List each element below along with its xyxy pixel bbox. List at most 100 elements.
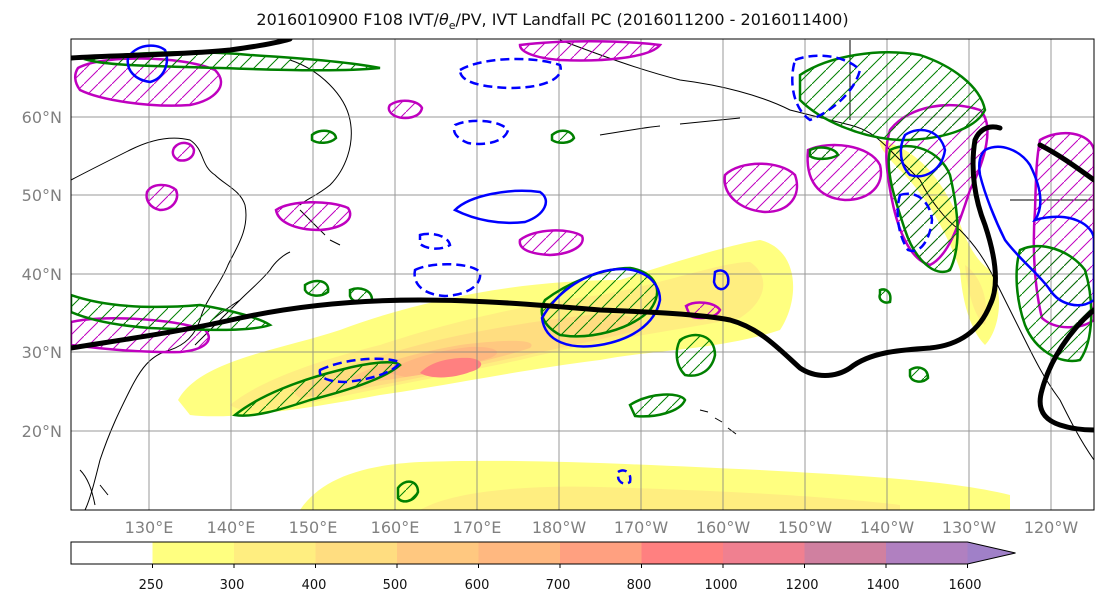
- green-contour-12: [310, 129, 338, 144]
- green-contour-5: [887, 144, 959, 273]
- ivt-band-south-300: [420, 486, 900, 510]
- colorbar-tick-250: 250: [139, 578, 164, 593]
- colorbar-swatch: [478, 542, 561, 564]
- green-contour-13: [303, 279, 330, 297]
- blue-contour-4: [977, 145, 1094, 307]
- lat-label-60n: 60°N: [22, 108, 62, 127]
- colorbar-swatch: [234, 542, 316, 564]
- colorbar-outline: [70, 541, 1016, 565]
- colorbar-tick-1600: 1600: [948, 578, 981, 593]
- colorbar-extend-arrow: [967, 542, 1016, 564]
- magenta-contour-8: [518, 40, 663, 62]
- colorbar-tick-700: 700: [546, 578, 571, 593]
- lon-label-150e: 150°E: [289, 518, 338, 537]
- colorbar-tick-300: 300: [220, 578, 245, 593]
- title-theta-sub: e: [448, 19, 456, 33]
- colorbar-tick-500: 500: [383, 578, 408, 593]
- colorbar-tick-1200: 1200: [785, 578, 818, 593]
- theta-e-contours: [71, 51, 1093, 503]
- lon-label-170e: 170°E: [453, 518, 502, 537]
- lon-label-170w: 170°W: [614, 518, 669, 537]
- blue-dashed-contour-5: [318, 357, 402, 384]
- blue-dashed-contour-3: [452, 119, 510, 146]
- magenta-contour-4: [171, 141, 196, 162]
- blue-contour-1: [540, 267, 662, 348]
- lon-label-160e: 160°E: [371, 518, 420, 537]
- colorbar: [70, 541, 1016, 568]
- magenta-contour-7: [518, 229, 584, 257]
- blue-dashed-contour-6: [791, 54, 862, 122]
- blue-contour-3: [126, 44, 169, 84]
- lon-label-120w: 120°W: [1024, 518, 1079, 537]
- pc-contour-east: [1037, 142, 1094, 183]
- coastline-kamchatka: [289, 59, 352, 206]
- coastline-philippines: [79, 469, 109, 506]
- blue-dashed-contour-1: [413, 262, 482, 298]
- lon-label-140w: 140°W: [860, 518, 915, 537]
- longitude-labels: 130°E 140°E 150°E 160°E 170°E 180°W 170°…: [125, 518, 1079, 537]
- blue-dashed-contour-7: [896, 192, 934, 253]
- lat-label-20n: 20°N: [22, 422, 62, 441]
- colorbar-swatch: [71, 542, 153, 564]
- colorbar-swatch: [723, 542, 805, 564]
- map-panel: [71, 39, 1094, 510]
- blue-contour-5: [899, 128, 947, 178]
- colorbar-tick-800: 800: [627, 578, 652, 593]
- magenta-contour-9: [723, 162, 799, 214]
- title-prefix: 2016010900 F108 IVT/: [256, 10, 439, 29]
- colorbar-swatch: [152, 542, 235, 564]
- pv-contours-dashed: [318, 54, 934, 485]
- ivt-band-800: [420, 357, 482, 378]
- colorbar-swatch: [804, 542, 887, 564]
- blue-dashed-contour-8: [616, 469, 632, 485]
- pc-contour-main: [71, 124, 1003, 378]
- colorbar-tick-1000: 1000: [704, 578, 737, 593]
- colorbar-swatch: [315, 542, 398, 564]
- green-contour-15: [808, 146, 840, 161]
- green-contour-2: [232, 361, 402, 417]
- blue-dashed-contour-4: [418, 232, 452, 250]
- coastline-asia: [71, 137, 247, 510]
- magenta-contour-5: [274, 200, 352, 232]
- green-contour-8: [628, 393, 687, 418]
- map-frame: [70, 38, 1095, 511]
- pc-contours: [71, 39, 1094, 433]
- plot-title: 2016010900 F108 IVT/θe/PV, IVT Landfall …: [0, 10, 1105, 32]
- lon-label-180w: 180°W: [532, 518, 587, 537]
- colorbar-labels: 250 300 400 500 600 700 800 1000 1200 14…: [139, 578, 982, 593]
- blue-dashed-contour-2: [458, 57, 562, 90]
- title-theta: θ: [438, 10, 449, 29]
- pc-contour-north: [71, 39, 293, 61]
- colorbar-swatch: [560, 542, 642, 564]
- lon-label-150w: 150°W: [778, 518, 833, 537]
- ivt-band-coast-300: [965, 265, 987, 325]
- coastline-aleutians: [599, 117, 741, 136]
- lat-label-40n: 40°N: [22, 265, 62, 284]
- magenta-contour-3: [145, 183, 179, 212]
- green-contour-16: [908, 366, 930, 383]
- magenta-contour-6: [387, 99, 424, 120]
- colorbar-tick-400: 400: [302, 578, 327, 593]
- colorbar-swatch: [397, 542, 479, 564]
- green-contour-17: [878, 288, 892, 304]
- pv-contours: [126, 44, 1094, 348]
- green-contour-9: [396, 480, 420, 503]
- pc-contour-southeast: [1037, 307, 1094, 433]
- lat-label-50n: 50°N: [22, 186, 62, 205]
- blue-contour-2: [452, 189, 548, 225]
- colorbar-swatch: [641, 542, 724, 564]
- green-contour-11: [550, 129, 576, 144]
- blue-contour-6: [712, 269, 730, 291]
- lat-label-30n: 30°N: [22, 343, 62, 362]
- title-suffix: /PV, IVT Landfall PC (2016011200 - 20160…: [455, 10, 849, 29]
- colorbar-tick-1400: 1400: [866, 578, 899, 593]
- lon-label-160w: 160°W: [696, 518, 751, 537]
- lon-label-130w: 130°W: [942, 518, 997, 537]
- lon-label-130e: 130°E: [125, 518, 174, 537]
- green-contour-7: [675, 333, 717, 377]
- green-contour-4: [798, 51, 987, 142]
- colorbar-tick-600: 600: [465, 578, 490, 593]
- colorbar-swatch: [886, 542, 968, 564]
- lon-label-140e: 140°E: [207, 518, 256, 537]
